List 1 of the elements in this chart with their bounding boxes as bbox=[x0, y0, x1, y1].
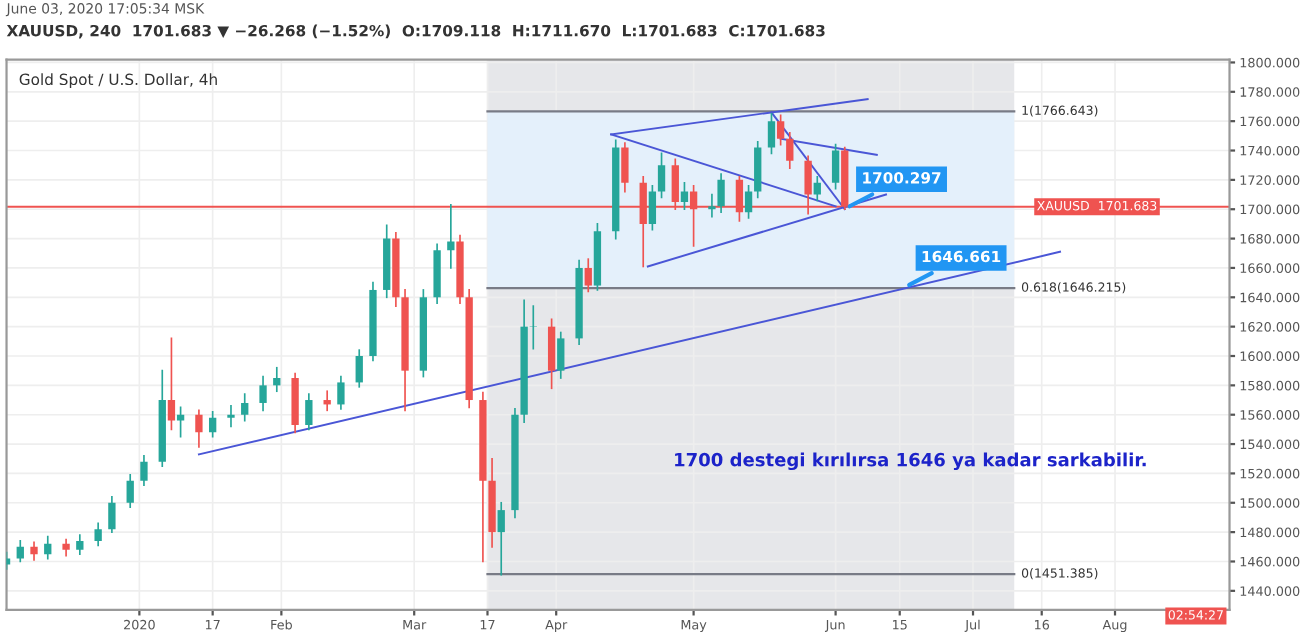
annotation: 1700 destegi kırılırsa 1646 ya kadar sarkabilir. bbox=[675, 452, 1146, 471]
